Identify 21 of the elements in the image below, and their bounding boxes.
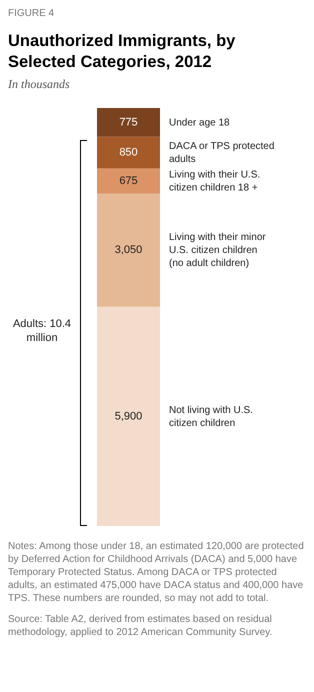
- data-label: 3,050: [114, 244, 142, 256]
- series-label: DACA or TPS protected adults: [169, 140, 274, 165]
- series-label: Living with their U.S. citizen children 18 +: [169, 168, 260, 193]
- series-label: Not living with U.S. citizen children: [169, 404, 253, 428]
- series-label: Under age 18: [169, 116, 230, 128]
- text: Adults: 10.4 million: [12, 316, 72, 345]
- chart-subtitle: In thousands: [8, 77, 71, 92]
- bar: [97, 108, 160, 137]
- bar: [97, 193, 160, 307]
- bar: [97, 168, 160, 194]
- source-note: Source: Table A2, derived from estimates based on residual methodology, applied to 2012 American Community Survey.: [8, 613, 274, 639]
- bar: [97, 136, 160, 168]
- chart-title: Unauthorized Immigrants, by Selected Categories, 2012: [8, 31, 236, 73]
- data-label: 850: [119, 146, 138, 159]
- bar: [97, 306, 160, 526]
- series-label: Living with their minor U.S. citizen children (no adult children): [169, 232, 266, 269]
- caption: FIGURE 4: [8, 8, 56, 19]
- data-label: 675: [119, 174, 138, 187]
- data-label: 5,900: [114, 410, 142, 422]
- text: Notes: Among those under 18, an estimated 120,000 are protected by Deferred Action for Childhood Arrivals (DACA) and 5,000 have Temporary Protected Status. Among DACA or TPS protected adults, an estimated 475,000 have DACA status and 400,000 have TPS. These numbers are rounded, so may not add to total.: [8, 540, 305, 605]
- data-label: 775: [119, 116, 138, 128]
